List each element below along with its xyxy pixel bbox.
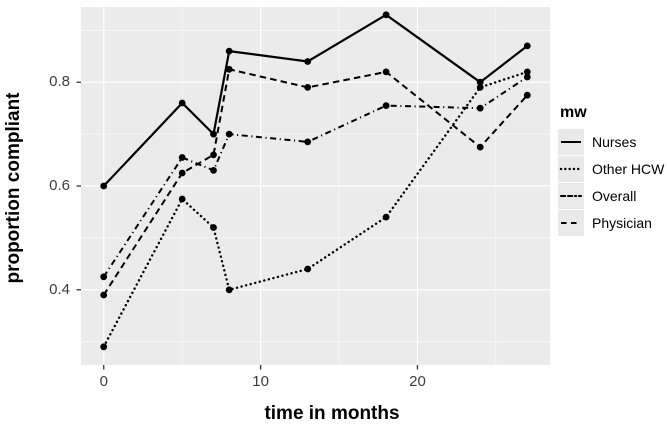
data-point-physician	[382, 68, 390, 76]
legend-entry-physician: Physician	[558, 210, 667, 236]
legend-entries: Nurses Other HCW Overall Physician	[558, 129, 667, 236]
data-point-overall	[178, 154, 186, 161]
legend-label: Overall	[592, 188, 637, 204]
data-point-other-hcw	[178, 195, 186, 203]
series-line-physician	[102, 68, 529, 296]
legend-title: mw	[560, 104, 587, 121]
data-point-overall	[304, 138, 312, 146]
data-point-overall	[225, 130, 233, 138]
legend-label: Other HCW	[592, 161, 665, 177]
data-point-other-hcw	[225, 286, 233, 294]
data-point-physician	[304, 84, 312, 91]
data-point-overall	[523, 73, 531, 81]
legend: mw Nurses Other HCW Overall Physician	[558, 104, 667, 237]
data-point-physician	[476, 143, 484, 151]
data-point-nurses	[382, 11, 390, 19]
data-point-overall	[100, 273, 108, 281]
data-point-nurses	[523, 42, 531, 50]
legend-entry-nurses: Nurses	[558, 129, 667, 155]
data-point-overall	[476, 104, 484, 112]
x-tick-label: 20	[409, 373, 426, 390]
series-line-other-hcw	[102, 70, 529, 348]
legend-entry-overall: Overall	[558, 183, 667, 209]
legend-key-longdash-line-icon	[558, 210, 584, 236]
data-point-physician	[523, 91, 531, 99]
data-point-physician	[100, 291, 108, 299]
y-tick-label: 0.8	[49, 73, 70, 91]
x-axis-title: time in months	[264, 403, 400, 424]
legend-key-dotdash-line-icon	[558, 183, 584, 209]
series-line-nurses	[102, 13, 528, 187]
x-tick-label: 10	[252, 373, 269, 390]
data-point-other-hcw	[304, 265, 312, 273]
data-point-physician	[178, 169, 186, 177]
data-point-nurses	[304, 58, 312, 65]
data-point-physician	[210, 151, 217, 159]
data-point-nurses	[210, 130, 217, 138]
data-point-other-hcw	[382, 213, 390, 221]
y-tick-label: 0.4	[49, 280, 70, 298]
data-point-nurses	[225, 47, 233, 55]
data-point-overall	[382, 102, 390, 109]
data-point-other-hcw	[476, 84, 484, 91]
x-tick-label: 0	[99, 373, 108, 390]
data-point-nurses	[100, 182, 108, 190]
data-point-other-hcw	[523, 68, 531, 76]
legend-key-solid-line-icon	[558, 129, 584, 155]
data-point-other-hcw	[100, 343, 108, 351]
legend-label: Nurses	[592, 134, 637, 150]
legend-entry-other-hcw: Other HCW	[558, 156, 667, 182]
legend-key-dotted-line-icon	[558, 156, 584, 182]
data-point-overall	[210, 167, 217, 174]
data-point-nurses	[476, 78, 484, 86]
legend-label: Physician	[592, 215, 652, 231]
data-point-physician	[225, 65, 233, 73]
data-point-other-hcw	[210, 224, 217, 231]
data-point-nurses	[178, 99, 186, 107]
y-tick-label: 0.6	[49, 177, 70, 194]
